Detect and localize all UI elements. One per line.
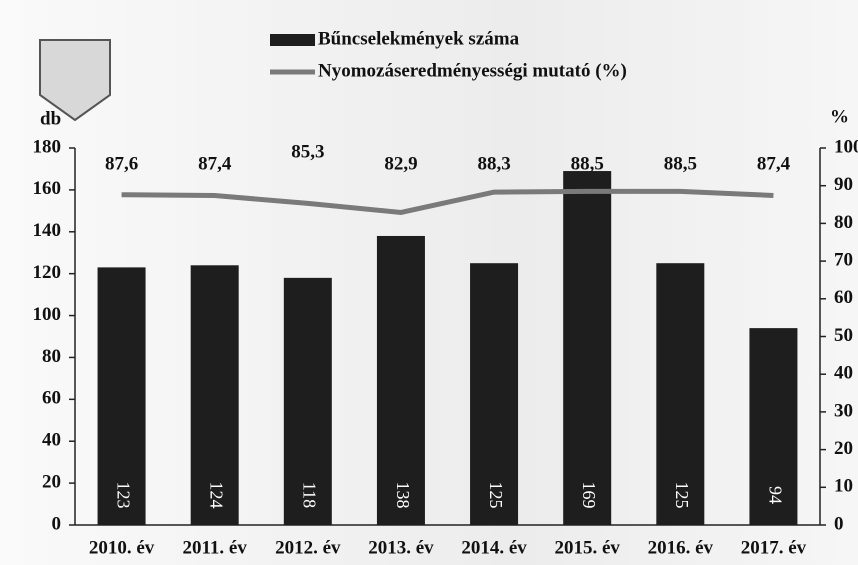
y-tick-label: 180 <box>33 136 62 157</box>
y2-tick-label: 0 <box>834 513 844 534</box>
bar-value-label: 118 <box>300 482 320 508</box>
line-value-label: 85,3 <box>291 141 324 162</box>
y-tick-label: 120 <box>33 262 62 283</box>
legend-label: Bűncselekmények száma <box>318 28 520 49</box>
bar-value-label: 125 <box>672 482 692 509</box>
x-tick-label: 2017. év <box>741 537 807 558</box>
bar-value-label: 125 <box>486 482 506 509</box>
y-tick-label: 60 <box>42 388 61 409</box>
y-tick-label: 100 <box>33 304 62 325</box>
y2-tick-label: 60 <box>834 287 853 308</box>
y2-tick-label: 30 <box>834 400 853 421</box>
line-value-label: 87,6 <box>105 153 138 174</box>
y-axis-label: db <box>40 108 61 129</box>
line-value-label: 88,5 <box>571 153 604 174</box>
y-tick-label: 20 <box>42 471 61 492</box>
y-tick-label: 140 <box>33 220 62 241</box>
x-tick-label: 2010. év <box>89 537 155 558</box>
y2-tick-label: 80 <box>834 212 853 233</box>
y-tick-label: 160 <box>33 178 62 199</box>
y2-tick-label: 70 <box>834 249 853 270</box>
bar-value-label: 123 <box>113 482 133 509</box>
bar-value-label: 124 <box>207 482 227 509</box>
y-tick-label: 80 <box>42 346 61 367</box>
y2-tick-label: 10 <box>834 476 853 497</box>
line-value-label: 88,5 <box>664 153 697 174</box>
line-value-label: 87,4 <box>757 153 791 174</box>
chart: db % 0 20 40 60 80 100 120 140 160 180 0 10 20 30 40 50… <box>0 0 858 565</box>
legend-swatch <box>270 34 315 46</box>
y-tick-label: 40 <box>42 430 61 451</box>
x-tick-label: 2013. év <box>368 537 434 558</box>
legend-label: Nyomozáseredményességi mutató (%) <box>318 60 627 81</box>
bar-value-label: 94 <box>765 486 785 504</box>
bar-value-label: 169 <box>579 482 599 509</box>
y2-tick-label: 20 <box>834 438 853 459</box>
y2-axis-label: % <box>830 106 849 127</box>
x-tick-label: 2012. év <box>275 537 341 558</box>
y2-tick-label: 40 <box>834 363 853 384</box>
x-tick-label: 2011. év <box>182 537 247 558</box>
y2-tick-label: 50 <box>834 325 853 346</box>
line-value-label: 87,4 <box>198 153 232 174</box>
line-value-label: 88,3 <box>477 153 510 174</box>
y2-tick-label: 100 <box>834 136 858 157</box>
bar <box>563 171 611 525</box>
y2-tick-label: 90 <box>834 174 853 195</box>
x-tick-label: 2016. év <box>648 537 714 558</box>
bar-value-label: 138 <box>393 482 413 509</box>
x-tick-label: 2014. év <box>461 537 527 558</box>
x-tick-label: 2015. év <box>554 537 620 558</box>
y-tick-label: 0 <box>52 513 62 534</box>
line-value-label: 82,9 <box>384 153 417 174</box>
